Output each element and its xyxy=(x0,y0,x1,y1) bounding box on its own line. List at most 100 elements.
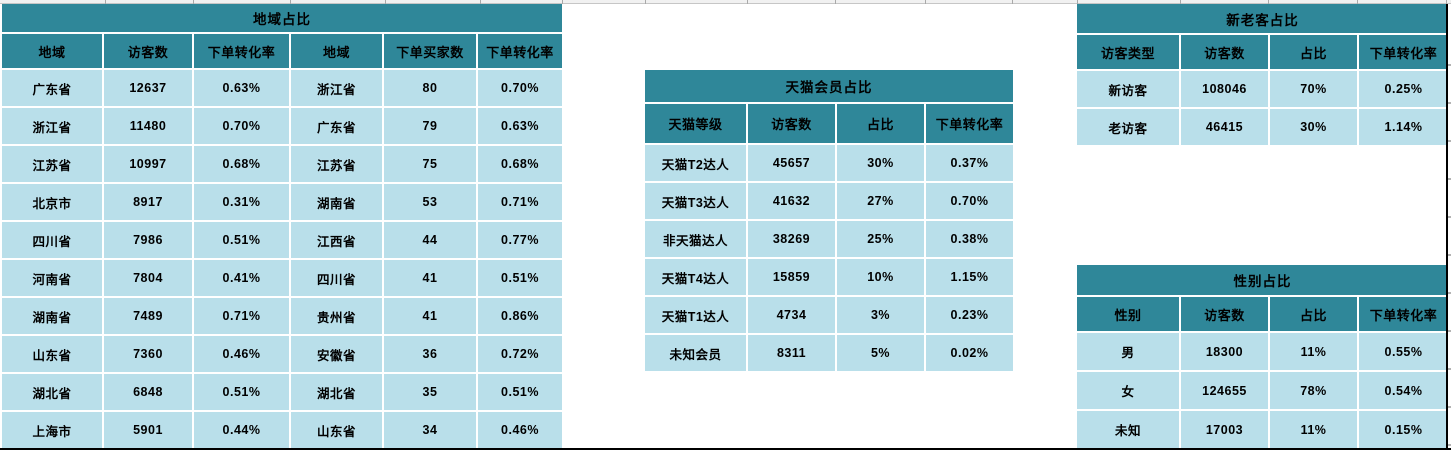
table-cell[interactable]: 124655 xyxy=(1181,372,1268,409)
table-cell[interactable]: 5901 xyxy=(104,412,192,448)
table-cell[interactable]: 11% xyxy=(1270,333,1357,370)
table-cell[interactable]: 0.77% xyxy=(478,222,562,258)
column-header-cell[interactable]: 下单转化率 xyxy=(478,34,562,68)
table-cell[interactable]: 0.41% xyxy=(194,260,289,296)
table-cell[interactable]: 10997 xyxy=(104,146,192,182)
table-cell[interactable]: 108046 xyxy=(1181,71,1268,107)
table-cell[interactable]: 贵州省 xyxy=(291,298,382,334)
column-header-cell[interactable]: 地域 xyxy=(291,34,382,68)
table-cell[interactable]: 女 xyxy=(1077,372,1179,409)
table-cell[interactable]: 53 xyxy=(384,184,476,220)
table-cell[interactable]: 0.51% xyxy=(478,260,562,296)
table-cell[interactable]: 0.72% xyxy=(478,336,562,372)
column-header-cell[interactable]: 地域 xyxy=(2,34,102,68)
table-cell[interactable]: 未知 xyxy=(1077,411,1179,448)
table-cell[interactable]: 浙江省 xyxy=(2,108,102,144)
table-cell[interactable]: 湖南省 xyxy=(2,298,102,334)
table-cell[interactable]: 41 xyxy=(384,260,476,296)
column-header-cell[interactable]: 下单买家数 xyxy=(384,34,476,68)
table-cell[interactable]: 北京市 xyxy=(2,184,102,220)
table-cell[interactable]: 11480 xyxy=(104,108,192,144)
table-cell[interactable]: 10% xyxy=(837,259,924,295)
table-cell[interactable]: 上海市 xyxy=(2,412,102,448)
table-cell[interactable]: 30% xyxy=(837,145,924,181)
table-cell[interactable]: 25% xyxy=(837,221,924,257)
table-cell[interactable]: 四川省 xyxy=(291,260,382,296)
table-cell[interactable]: 0.51% xyxy=(194,222,289,258)
column-header-cell[interactable]: 下单转化率 xyxy=(926,104,1013,143)
table-cell[interactable]: 0.71% xyxy=(194,298,289,334)
table-cell[interactable]: 0.23% xyxy=(926,297,1013,333)
table-cell[interactable]: 安徽省 xyxy=(291,336,382,372)
table-cell[interactable]: 河南省 xyxy=(2,260,102,296)
table-cell[interactable]: 8311 xyxy=(748,335,835,371)
table-cell[interactable]: 34 xyxy=(384,412,476,448)
table-cell[interactable]: 0.51% xyxy=(478,374,562,410)
table-cell[interactable]: 0.44% xyxy=(194,412,289,448)
table-cell[interactable]: 天猫T2达人 xyxy=(645,145,746,181)
table-cell[interactable]: 41632 xyxy=(748,183,835,219)
table-cell[interactable]: 46415 xyxy=(1181,109,1268,145)
table-cell[interactable]: 0.25% xyxy=(1359,71,1448,107)
table-cell[interactable]: 36 xyxy=(384,336,476,372)
table-cell[interactable]: 35 xyxy=(384,374,476,410)
table-cell[interactable]: 0.37% xyxy=(926,145,1013,181)
table-cell[interactable]: 8917 xyxy=(104,184,192,220)
table-cell[interactable]: 0.31% xyxy=(194,184,289,220)
table-cell[interactable]: 0.54% xyxy=(1359,372,1448,409)
table-cell[interactable]: 新访客 xyxy=(1077,71,1179,107)
table-cell[interactable]: 0.51% xyxy=(194,374,289,410)
table-cell[interactable]: 11% xyxy=(1270,411,1357,448)
table-cell[interactable]: 4734 xyxy=(748,297,835,333)
table-cell[interactable]: 四川省 xyxy=(2,222,102,258)
table-cell[interactable]: 44 xyxy=(384,222,476,258)
column-header-cell[interactable]: 占比 xyxy=(837,104,924,143)
column-header-cell[interactable]: 下单转化率 xyxy=(194,34,289,68)
column-header-cell[interactable]: 访客类型 xyxy=(1077,35,1179,69)
table-cell[interactable]: 12637 xyxy=(104,70,192,106)
table-cell[interactable]: 27% xyxy=(837,183,924,219)
table-cell[interactable]: 0.86% xyxy=(478,298,562,334)
table-cell[interactable]: 天猫T4达人 xyxy=(645,259,746,295)
column-header-cell[interactable]: 占比 xyxy=(1270,297,1357,331)
table-cell[interactable]: 78% xyxy=(1270,372,1357,409)
table-cell[interactable]: 15859 xyxy=(748,259,835,295)
table-cell[interactable]: 0.63% xyxy=(478,108,562,144)
table-cell[interactable]: 0.68% xyxy=(478,146,562,182)
table-cell[interactable]: 7986 xyxy=(104,222,192,258)
table-cell[interactable]: 浙江省 xyxy=(291,70,382,106)
table-cell[interactable]: 未知会员 xyxy=(645,335,746,371)
table-cell[interactable]: 老访客 xyxy=(1077,109,1179,145)
table-cell[interactable]: 湖南省 xyxy=(291,184,382,220)
table-cell[interactable]: 0.70% xyxy=(926,183,1013,219)
table-cell[interactable]: 0.70% xyxy=(478,70,562,106)
table-cell[interactable]: 5% xyxy=(837,335,924,371)
table-cell[interactable]: 6848 xyxy=(104,374,192,410)
table-cell[interactable]: 75 xyxy=(384,146,476,182)
table-cell[interactable]: 0.15% xyxy=(1359,411,1448,448)
column-header-cell[interactable]: 访客数 xyxy=(748,104,835,143)
table-cell[interactable]: 江西省 xyxy=(291,222,382,258)
table-cell[interactable]: 广东省 xyxy=(291,108,382,144)
table-cell[interactable]: 0.68% xyxy=(194,146,289,182)
table-cell[interactable]: 0.46% xyxy=(478,412,562,448)
table-cell[interactable]: 41 xyxy=(384,298,476,334)
table-cell[interactable]: 45657 xyxy=(748,145,835,181)
table-cell[interactable]: 0.71% xyxy=(478,184,562,220)
column-header-cell[interactable]: 访客数 xyxy=(1181,297,1268,331)
table-cell[interactable]: 江苏省 xyxy=(291,146,382,182)
table-cell[interactable]: 18300 xyxy=(1181,333,1268,370)
table-cell[interactable]: 广东省 xyxy=(2,70,102,106)
table-cell[interactable]: 0.70% xyxy=(194,108,289,144)
column-header-cell[interactable]: 天猫等级 xyxy=(645,104,746,143)
column-header-cell[interactable]: 下单转化率 xyxy=(1359,35,1448,69)
table-cell[interactable]: 0.55% xyxy=(1359,333,1448,370)
table-cell[interactable]: 7804 xyxy=(104,260,192,296)
column-header-cell[interactable]: 占比 xyxy=(1270,35,1357,69)
table-cell[interactable]: 7360 xyxy=(104,336,192,372)
table-cell[interactable]: 湖北省 xyxy=(2,374,102,410)
table-cell[interactable]: 山东省 xyxy=(291,412,382,448)
column-header-cell[interactable]: 访客数 xyxy=(1181,35,1268,69)
table-cell[interactable]: 70% xyxy=(1270,71,1357,107)
table-cell[interactable]: 山东省 xyxy=(2,336,102,372)
